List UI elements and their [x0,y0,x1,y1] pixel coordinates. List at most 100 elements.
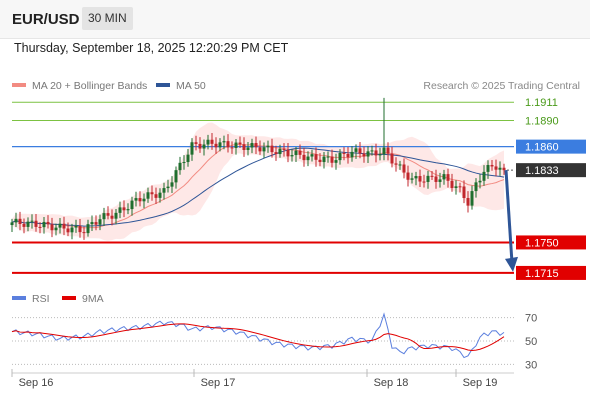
candle-84 [346,153,350,158]
candle-102 [418,176,422,182]
candle-74 [306,156,310,161]
legend-rsi-label: RSI [32,293,50,305]
chart-header: EUR/USD 30 MIN [0,0,590,39]
candle-118 [482,171,486,181]
candle-108 [442,174,446,180]
candle-64 [266,145,270,148]
candle-27 [118,207,122,213]
candle-92 [378,154,382,156]
credit-text: Research © 2025 Trading Central [423,80,580,92]
candle-28 [122,207,126,211]
candle-76 [314,154,318,160]
legend-ma20-swatch [12,83,26,88]
candle-121 [494,166,498,170]
candle-96 [394,163,398,165]
candle-65 [270,145,274,153]
rsi-tick-1: 50 [525,336,537,348]
candle-115 [470,191,474,206]
candle-46 [194,142,198,144]
candle-61 [254,143,258,148]
symbol-label: EUR/USD [12,11,80,28]
candle-43 [182,162,186,164]
candle-104 [426,175,430,182]
candle-80 [330,156,334,163]
x-tick-label-1: Sep 17 [201,377,236,389]
candle-77 [318,159,322,163]
candle-60 [250,143,254,148]
candle-54 [226,141,230,148]
candle-41 [174,170,178,183]
candle-94 [386,147,390,154]
level-tag-5 [516,265,586,280]
candle-8 [42,221,46,228]
candle-52 [218,142,222,148]
candle-42 [178,162,182,171]
level-label-1: 1.1890 [525,115,559,127]
candle-97 [398,164,402,166]
legend-ma50-swatch [156,83,170,88]
candle-0 [10,222,14,226]
candle-122 [498,167,502,170]
timeframe-badge[interactable]: 30 MIN [82,7,133,30]
candle-101 [414,176,418,179]
candle-109 [446,174,450,181]
candle-6 [34,220,38,227]
level-label-5: 1.1715 [525,268,559,280]
candle-78 [322,156,326,163]
candle-23 [102,213,106,220]
candle-47 [198,143,202,149]
candle-107 [438,179,442,182]
candle-117 [478,180,482,183]
candles [10,97,506,240]
x-tick-label-0: Sep 16 [19,377,54,389]
candle-34 [146,192,150,199]
legend-9ma-label: 9MA [82,293,104,305]
candle-55 [230,147,234,149]
candle-116 [474,182,478,192]
x-tick-label-3: Sep 19 [463,377,498,389]
candle-10 [50,224,54,231]
candle-5 [30,220,34,222]
legend-ma20-label: MA 20 + Bollinger Bands [32,80,148,92]
level-label-last: 1.1833 [525,165,559,177]
candle-81 [334,160,338,163]
candle-100 [410,178,414,180]
candle-2 [18,218,22,224]
candle-22 [98,219,102,225]
candle-51 [214,143,218,148]
candle-58 [242,144,246,151]
legend-ma50-label: MA 50 [176,80,206,92]
candle-29 [126,209,130,211]
candle-90 [370,150,374,152]
candle-33 [142,198,146,202]
legend-rsi: RSI [12,293,50,305]
candle-35 [150,192,154,195]
bollinger-band [12,122,504,241]
ma50-line [11,147,505,227]
candle-37 [158,192,162,198]
candle-19 [86,224,90,234]
candle-91 [374,150,378,156]
candle-4 [26,221,30,227]
candle-30 [130,200,134,210]
candle-85 [350,151,354,158]
candle-44 [186,154,190,163]
candle-95 [390,153,394,164]
candle-57 [238,142,242,145]
level-label-4: 1.1750 [525,237,559,249]
candle-69 [286,149,290,157]
candle-72 [298,150,302,155]
candle-31 [134,198,138,201]
candle-98 [402,164,406,173]
last-price-tag [516,163,586,178]
candle-123 [502,167,506,171]
candle-13 [62,223,66,229]
candle-62 [258,147,262,152]
legend-ma50: MA 50 [156,80,206,92]
candle-36 [154,194,158,198]
projection-arrow-shaft [504,170,514,264]
candle-79 [326,156,330,158]
candle-39 [166,186,170,189]
legend-rsi-swatch [12,296,26,301]
